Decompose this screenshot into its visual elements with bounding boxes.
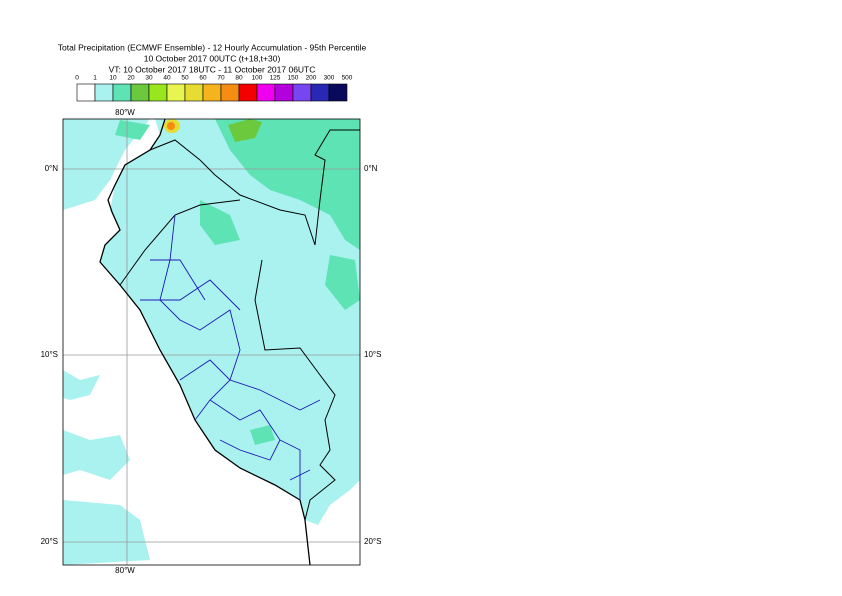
- precip-light-sea: [63, 370, 150, 565]
- legend-tick-label: 150: [288, 75, 299, 82]
- title-block: Total Precipitation (ECMWF Ensemble) - 1…: [58, 42, 367, 74]
- legend-tick-label: 100: [252, 75, 263, 82]
- legend-swatch: [148, 83, 168, 102]
- legend-swatch: [94, 83, 114, 102]
- precip-moderate: [215, 119, 360, 250]
- legend-swatch: [220, 83, 240, 102]
- precip-heavy: [228, 119, 262, 142]
- legend-swatch: [328, 83, 348, 102]
- legend-swatch: [166, 83, 186, 102]
- legend-swatch: [76, 83, 96, 102]
- lat-label: 20°S: [41, 537, 58, 546]
- legend-swatch: [112, 83, 132, 102]
- legend-swatch: [292, 83, 312, 102]
- lat-label: 10°S: [41, 350, 58, 359]
- legend-swatch: [274, 83, 294, 102]
- legend-tick-label: 40: [163, 75, 171, 82]
- lat-label: 20°S: [364, 537, 381, 546]
- legend-tick-label: 0: [75, 75, 79, 82]
- graticule: [63, 119, 360, 565]
- legend-tick-label: 1: [93, 75, 97, 82]
- region-border: [140, 214, 321, 500]
- legend-tick-label: 200: [306, 75, 317, 82]
- legend-swatch: [310, 83, 330, 102]
- lat-label: 0°N: [45, 164, 59, 173]
- legend-tick-label: 80: [235, 75, 243, 82]
- lat-label: 10°S: [364, 350, 381, 359]
- lon-label: 80°W: [115, 566, 135, 575]
- title-line: 10 October 2017 00UTC (t+18,t+30): [144, 53, 281, 63]
- legend-tick-label: 10: [109, 75, 117, 82]
- legend-tick-label: 50: [181, 75, 189, 82]
- map-frame: [62, 118, 361, 566]
- legend-tick-label: 500: [342, 75, 353, 82]
- title-line: VT: 10 October 2017 18UTC - 11 October 2…: [109, 64, 316, 74]
- legend-swatch: [184, 83, 204, 102]
- axis-labels: 0°N 0°N 10°S 10°S 20°S 20°S 80°W 80°W: [41, 108, 382, 575]
- precip-heavy: [167, 122, 175, 130]
- legend-tick-label: 300: [324, 75, 335, 82]
- legend-tick-label: 20: [127, 75, 135, 82]
- legend-swatch: [238, 83, 258, 102]
- legend: 0 1 10 20 30 40 50 60 70 80 100 125 150 200 300 500: [75, 75, 353, 102]
- legend-swatch: [256, 83, 276, 102]
- legend-tick-label: 70: [217, 75, 225, 82]
- precip-light: [100, 119, 360, 525]
- precip-light-sea: [63, 119, 150, 210]
- map: [63, 119, 360, 565]
- legend-tick-label: 30: [145, 75, 153, 82]
- title-line: Total Precipitation (ECMWF Ensemble) - 1…: [58, 42, 367, 52]
- lat-label: 0°N: [364, 164, 378, 173]
- lon-label: 80°W: [115, 108, 135, 117]
- legend-tick-label: 60: [199, 75, 207, 82]
- legend-tick-label: 125: [270, 75, 281, 82]
- legend-swatch: [130, 83, 150, 102]
- legend-swatch: [202, 83, 222, 102]
